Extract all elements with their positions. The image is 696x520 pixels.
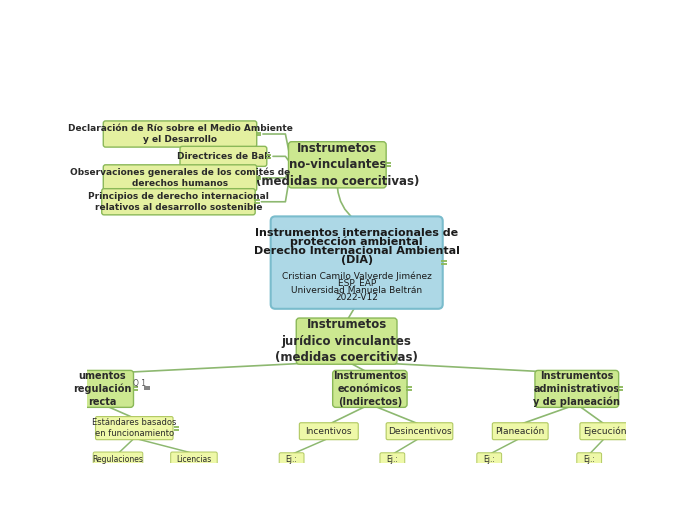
Text: Ej.:: Ej.: [483,455,495,464]
Text: Instrumetos
no-vinculantes
(medidas no coercitivas): Instrumetos no-vinculantes (medidas no c… [255,142,419,188]
FancyBboxPatch shape [296,318,397,364]
Text: protección ambiental: protección ambiental [290,237,423,247]
FancyBboxPatch shape [535,370,619,407]
FancyBboxPatch shape [171,452,217,467]
Text: Ejecución: Ejecución [583,426,626,436]
Text: Licencias: Licencias [176,455,212,464]
Text: (DIA): (DIA) [340,255,373,265]
FancyBboxPatch shape [380,453,405,466]
FancyBboxPatch shape [103,121,257,147]
Text: Cristian Camilo Valverde Jiménez: Cristian Camilo Valverde Jiménez [282,271,432,281]
FancyBboxPatch shape [93,452,143,467]
FancyBboxPatch shape [299,423,358,440]
Text: Incentivos: Incentivos [306,427,352,436]
FancyBboxPatch shape [580,423,629,440]
Text: Instrumentos
económicos
(Indirectos): Instrumentos económicos (Indirectos) [333,371,406,407]
FancyBboxPatch shape [102,189,255,215]
Text: Ej.:: Ej.: [386,455,398,464]
Text: Universidad Manuela Beltrán: Universidad Manuela Beltrán [291,286,422,295]
FancyBboxPatch shape [477,453,502,466]
Text: Estándares basados
en funcionamiento: Estándares basados en funcionamiento [92,418,177,438]
Text: Planeación: Planeación [496,427,545,436]
FancyBboxPatch shape [271,216,443,309]
Text: Declaración de Río sobre el Medio Ambiente
y el Desarrollo: Declaración de Río sobre el Medio Ambien… [68,124,292,144]
Text: umentos
regulación
recta: umentos regulación recta [73,371,132,407]
FancyBboxPatch shape [95,417,173,440]
FancyBboxPatch shape [103,165,257,191]
Text: Instrumentos internacionales de: Instrumentos internacionales de [255,228,458,238]
FancyBboxPatch shape [386,423,453,440]
Text: Observaciones generales de los comités de
derechos humanos: Observaciones generales de los comités d… [70,167,290,188]
FancyBboxPatch shape [333,370,407,407]
Text: Instrumentos
administrativos
y de planeación: Instrumentos administrativos y de planea… [533,371,620,407]
Text: Ej.:: Ej.: [285,455,297,464]
Text: Principios de derecho internacional
relativos al desarrollo sostenible: Principios de derecho internacional rela… [88,191,269,212]
FancyArrowPatch shape [338,188,354,219]
FancyBboxPatch shape [492,423,548,440]
Text: Desincentivos: Desincentivos [388,427,451,436]
FancyBboxPatch shape [72,370,134,407]
Text: Instrumetos
jurídico vinculantes
(medidas coercitivas): Instrumetos jurídico vinculantes (medida… [275,318,418,364]
FancyBboxPatch shape [279,453,304,466]
Text: Q 1: Q 1 [133,379,145,388]
Text: Directrices de Bali: Directrices de Bali [177,152,270,161]
FancyBboxPatch shape [577,453,601,466]
Text: Regulaciones: Regulaciones [93,455,143,464]
Text: 2022-V12: 2022-V12 [335,293,378,302]
FancyBboxPatch shape [180,146,267,166]
Text: Ej.:: Ej.: [583,455,595,464]
FancyBboxPatch shape [289,142,386,188]
Text: ESP. EAP: ESP. EAP [338,279,376,288]
Text: Derecho Internacional Ambiental: Derecho Internacional Ambiental [254,245,459,256]
